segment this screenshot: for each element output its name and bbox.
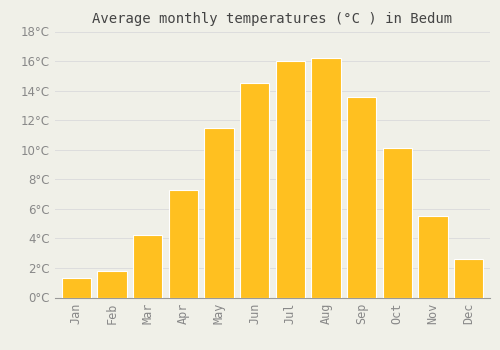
Bar: [382, 148, 412, 298]
Bar: [347, 97, 376, 298]
Title: Average monthly temperatures (°C ) in Bedum: Average monthly temperatures (°C ) in Be…: [92, 12, 452, 26]
Bar: [454, 259, 483, 298]
Bar: [98, 271, 126, 298]
Bar: [204, 127, 234, 298]
Bar: [133, 236, 162, 298]
Bar: [240, 83, 270, 298]
Bar: [312, 58, 340, 298]
Bar: [168, 190, 198, 298]
Bar: [418, 216, 448, 298]
Bar: [276, 61, 305, 297]
Bar: [62, 278, 91, 298]
